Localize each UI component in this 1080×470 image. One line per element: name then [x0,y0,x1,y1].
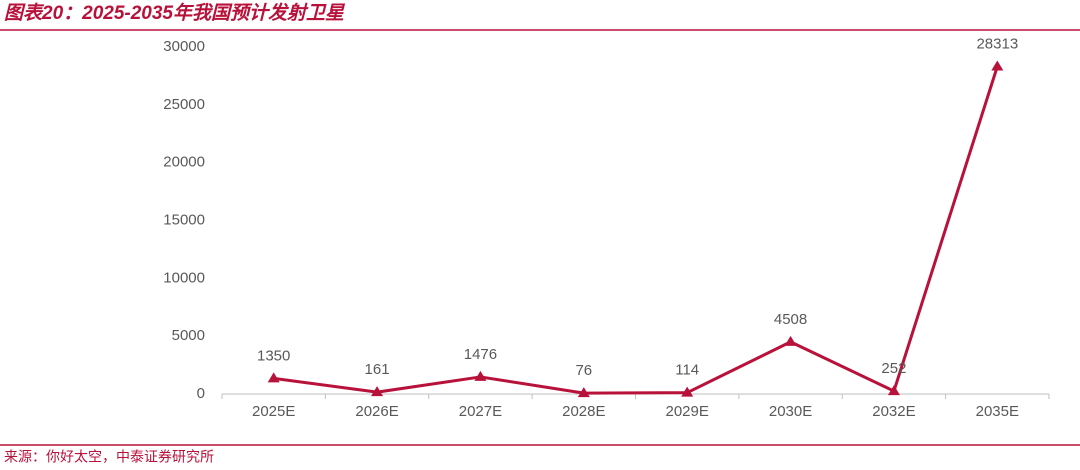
marker [577,387,590,398]
y-tick-label: 5000 [172,327,205,344]
x-tick-label: 2035E [976,403,1019,420]
data-label: 1476 [464,346,497,363]
marker [784,335,797,346]
x-tick-label: 2030E [769,403,812,420]
data-label: 76 [575,362,592,379]
y-tick-label: 20000 [163,154,205,171]
data-label: 1350 [257,347,290,364]
line [273,66,999,395]
data-label: 4508 [774,311,807,328]
marker [474,370,487,381]
y-tick-label: 30000 [163,38,205,55]
x-tick-label: 2026E [355,403,398,420]
y-tick-label: 0 [197,385,205,402]
x-tick-label: 2025E [252,403,295,420]
x-tick-label: 2032E [872,403,915,420]
chart-title: 图表20：2025-2035年我国预计发射卫星 [4,2,346,24]
source-note: 来源：你好太空，中泰证券研究所 [4,449,214,465]
x-tick-label: 2029E [666,403,709,420]
marker [681,386,694,397]
marker [267,372,280,383]
y-tick-label: 25000 [163,96,205,113]
y-tick-label: 15000 [163,211,205,228]
data-label: 114 [675,362,699,379]
marker [991,60,1004,71]
x-tick-label: 2028E [562,403,605,420]
marker [371,386,384,397]
data-label: 28313 [976,35,1018,52]
data-label: 252 [881,360,906,377]
x-tick-label: 2027E [459,403,502,420]
data-label: 161 [365,361,390,378]
y-tick-label: 10000 [163,269,205,286]
marker [887,385,900,396]
